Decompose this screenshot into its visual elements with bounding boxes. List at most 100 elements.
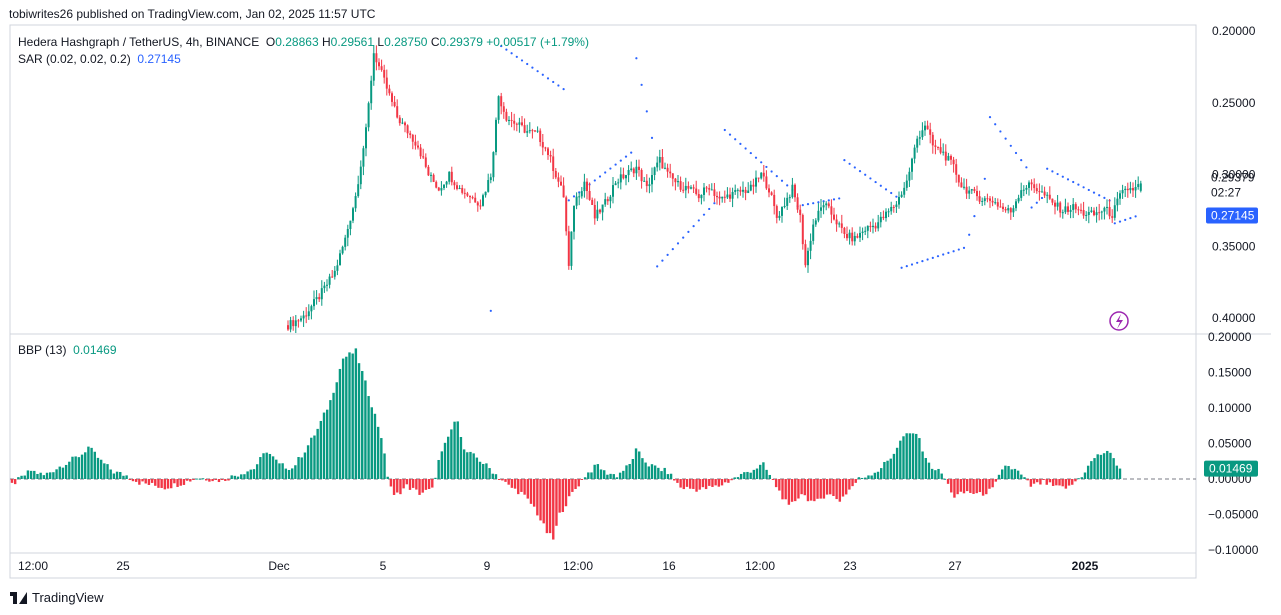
bbp-bar <box>985 479 988 495</box>
candle-body <box>547 148 549 156</box>
bbp-bar <box>864 477 867 479</box>
bbp-bar <box>45 472 49 479</box>
bbp-bar <box>806 479 810 502</box>
candle-body <box>1082 210 1085 216</box>
candle-body <box>552 156 555 171</box>
sar-dot <box>895 195 898 198</box>
sar-dot <box>1077 183 1080 186</box>
bbp-bar <box>125 475 128 479</box>
candle-body <box>658 156 661 163</box>
candle-body <box>835 219 838 225</box>
candle-body <box>671 173 674 179</box>
candle-body <box>409 133 412 135</box>
tradingview-footer[interactable]: TradingView <box>10 590 104 605</box>
bbp-bar <box>134 479 138 482</box>
candle-body <box>869 225 872 228</box>
bbp-bar <box>122 475 125 479</box>
tradingview-logo-icon <box>10 591 31 604</box>
sar-dot <box>806 203 810 206</box>
bbp-bar <box>997 474 1001 479</box>
sar-dot <box>744 147 747 150</box>
sar-dot <box>1051 170 1054 173</box>
bbp-bar <box>647 466 650 479</box>
candle-body <box>443 184 445 189</box>
bbp-bar <box>459 437 463 479</box>
bbp-bar <box>103 463 106 479</box>
candle-body <box>885 211 887 219</box>
bbp-bar <box>583 477 587 479</box>
bbp-bar <box>657 467 660 479</box>
candle-body <box>513 120 516 124</box>
bbp-bar <box>1074 479 1077 482</box>
candle-body <box>378 62 380 67</box>
candle-body <box>952 159 955 165</box>
candle-body <box>677 181 679 183</box>
bbp-bar <box>300 457 303 479</box>
candle-body <box>456 185 458 189</box>
bbp-bar <box>354 348 358 479</box>
bbp-bar <box>1061 479 1064 487</box>
bbp-bar <box>1000 469 1004 479</box>
candle-body <box>502 106 505 112</box>
candle-body <box>653 167 656 176</box>
candle-body <box>1074 204 1077 210</box>
candle-body <box>817 210 820 221</box>
bbp-bar <box>555 479 558 526</box>
bbp-bar <box>523 479 526 495</box>
sar-dot <box>1035 201 1038 204</box>
bbp-bar <box>348 352 351 479</box>
bbp-bar <box>396 479 399 493</box>
candle-body <box>320 288 323 300</box>
sar-dot <box>1134 215 1137 218</box>
bbp-bar <box>313 435 316 479</box>
sar-dot <box>952 250 955 253</box>
sar-dot <box>536 70 539 73</box>
candle-body <box>586 181 588 192</box>
sar-dot <box>682 236 685 239</box>
candle-body <box>625 175 627 179</box>
bbp-bar <box>797 479 800 499</box>
candle-body <box>918 137 921 139</box>
candle-body <box>393 101 396 107</box>
bbp-bar <box>962 479 966 494</box>
sar-legend[interactable]: SAR (0.02, 0.02, 0.2) 0.27145 <box>18 52 181 66</box>
candle-body <box>864 230 867 232</box>
bbp-bar <box>446 436 450 479</box>
sar-dot <box>754 156 758 159</box>
bbp-bar <box>326 409 329 479</box>
bbp-bar <box>217 479 221 483</box>
candle-body <box>1119 193 1121 199</box>
symbol-legend[interactable]: Hedera Hashgraph / TetherUS, 4h, BINANCE… <box>18 35 589 49</box>
bbp-bar <box>1083 472 1087 479</box>
candle-body <box>430 174 432 176</box>
bbp-bar <box>29 470 33 479</box>
candle-body <box>580 191 583 197</box>
bbp-bar <box>84 452 87 479</box>
bbp-bar <box>708 479 711 486</box>
bbp-bar <box>169 479 173 489</box>
bbp-bar <box>61 467 65 479</box>
candle-body <box>419 147 422 157</box>
bbp-bar <box>558 479 561 513</box>
candle-body <box>359 166 362 185</box>
bbp-legend[interactable]: BBP (13) 0.01469 <box>18 343 117 357</box>
bbp-bar <box>918 438 921 479</box>
sar-dot <box>723 128 726 132</box>
candle-body <box>760 172 763 179</box>
sar-dot <box>520 59 524 62</box>
bbp-bar <box>1115 465 1119 479</box>
time-tick-label: 12:00 <box>18 559 48 573</box>
sar-dot <box>510 52 513 55</box>
bbp-bar <box>106 464 109 479</box>
bbp-bar <box>1112 458 1115 479</box>
bbp-bar <box>408 479 412 490</box>
sar-dot <box>994 123 997 126</box>
sar-dot <box>1040 196 1044 200</box>
candle-body <box>541 142 544 148</box>
bbp-bar <box>587 472 590 479</box>
candle-body <box>640 169 643 182</box>
candle-body <box>635 166 638 174</box>
bbp-bar <box>176 479 179 487</box>
sar-dot <box>1009 144 1012 147</box>
